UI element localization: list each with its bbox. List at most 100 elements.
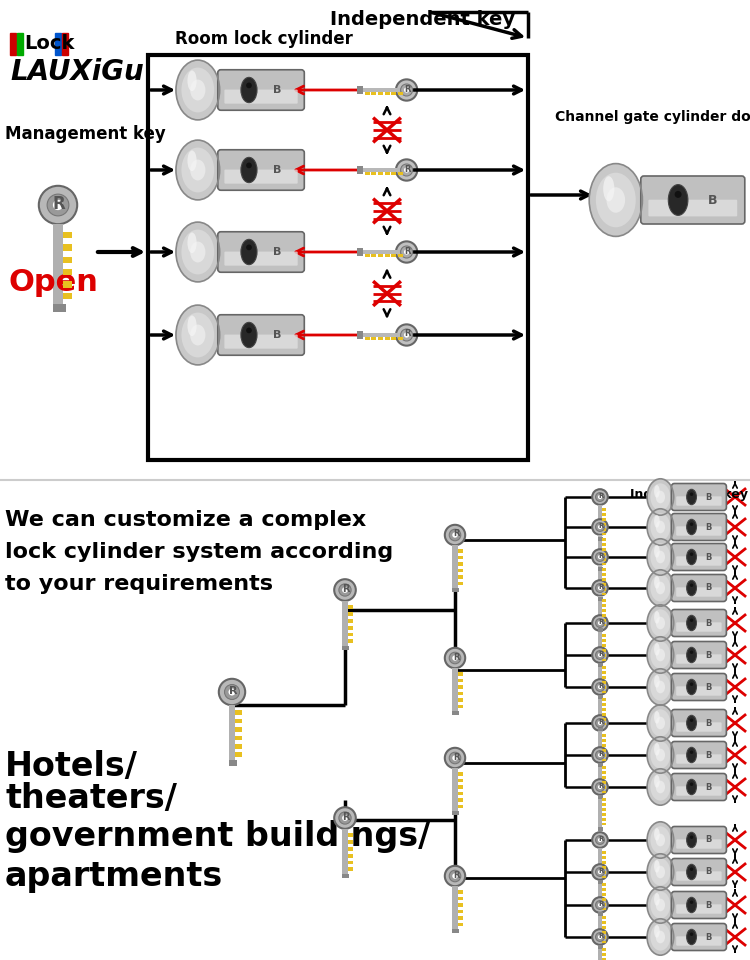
Text: B: B [706, 782, 712, 791]
Bar [348, 626, 353, 630]
Ellipse shape [452, 874, 458, 878]
Bar [371, 337, 376, 340]
Text: B: B [273, 247, 281, 257]
Ellipse shape [654, 643, 660, 656]
Ellipse shape [656, 930, 665, 944]
Ellipse shape [596, 782, 604, 791]
Ellipse shape [190, 159, 206, 180]
Bar [458, 910, 463, 913]
Ellipse shape [656, 582, 665, 594]
Bar [55, 33, 61, 55]
Ellipse shape [607, 187, 625, 213]
Text: B: B [706, 718, 712, 728]
Bar [602, 803, 606, 805]
Ellipse shape [596, 618, 604, 628]
Bar [452, 668, 458, 715]
Ellipse shape [334, 579, 356, 601]
Ellipse shape [334, 807, 356, 828]
Text: B: B [706, 932, 712, 942]
Bar [348, 639, 353, 643]
Text: R: R [598, 553, 604, 559]
Ellipse shape [603, 177, 614, 202]
Ellipse shape [182, 67, 214, 112]
Text: R: R [342, 812, 350, 822]
Text: B: B [706, 522, 712, 532]
Ellipse shape [647, 479, 674, 516]
Text: Independent key: Independent key [330, 10, 515, 29]
Ellipse shape [654, 675, 660, 687]
Bar [458, 804, 463, 808]
Ellipse shape [592, 747, 608, 763]
Ellipse shape [650, 709, 670, 736]
Bar [63, 293, 73, 299]
Bar [371, 92, 376, 95]
Ellipse shape [687, 580, 697, 596]
Ellipse shape [647, 919, 674, 955]
Bar [602, 649, 606, 652]
Ellipse shape [404, 332, 410, 338]
Text: apartments: apartments [5, 860, 223, 893]
Ellipse shape [598, 838, 602, 842]
Ellipse shape [396, 324, 417, 346]
Bar [598, 795, 603, 799]
Ellipse shape [596, 835, 604, 845]
Ellipse shape [596, 900, 604, 909]
Bar [602, 508, 606, 511]
FancyBboxPatch shape [671, 514, 727, 540]
Bar [602, 548, 606, 550]
FancyBboxPatch shape [671, 641, 727, 668]
Bar [602, 644, 606, 646]
Bar [602, 676, 606, 679]
Ellipse shape [188, 70, 196, 91]
Bar [236, 710, 242, 715]
Bar [357, 331, 363, 339]
Ellipse shape [592, 647, 608, 662]
Bar [598, 795, 602, 830]
Bar [63, 232, 73, 238]
Bar [598, 538, 603, 540]
Text: R: R [598, 523, 604, 529]
Ellipse shape [404, 250, 410, 254]
Ellipse shape [656, 716, 665, 730]
Bar [348, 619, 353, 623]
Bar [602, 749, 606, 752]
Ellipse shape [690, 782, 693, 786]
Bar [348, 605, 353, 609]
Bar [452, 886, 458, 933]
Bar [602, 708, 606, 710]
Bar [602, 723, 606, 725]
Bar [458, 799, 463, 802]
Bar [348, 612, 353, 615]
Ellipse shape [188, 316, 196, 336]
Ellipse shape [647, 669, 674, 706]
Bar [348, 861, 353, 864]
Ellipse shape [592, 680, 608, 695]
Ellipse shape [647, 769, 674, 805]
Bar [602, 698, 606, 701]
Text: R: R [598, 584, 604, 590]
Ellipse shape [400, 84, 412, 96]
Text: R: R [342, 584, 350, 594]
Bar [602, 758, 606, 761]
Ellipse shape [654, 576, 660, 588]
Bar [602, 883, 606, 885]
Ellipse shape [647, 705, 674, 741]
Bar [236, 736, 242, 740]
Text: R: R [404, 329, 411, 339]
Bar [364, 337, 370, 340]
Ellipse shape [687, 898, 697, 913]
Bar [452, 588, 459, 592]
Bar [598, 879, 602, 916]
FancyBboxPatch shape [671, 610, 727, 636]
Bar [602, 907, 606, 910]
Ellipse shape [690, 900, 693, 904]
Bar [602, 518, 606, 520]
Ellipse shape [650, 483, 670, 511]
Bar [598, 631, 602, 666]
Bar [378, 337, 382, 340]
Ellipse shape [598, 525, 602, 529]
Ellipse shape [445, 748, 465, 768]
Ellipse shape [445, 648, 465, 668]
Bar [458, 575, 463, 579]
Bar [598, 662, 602, 699]
